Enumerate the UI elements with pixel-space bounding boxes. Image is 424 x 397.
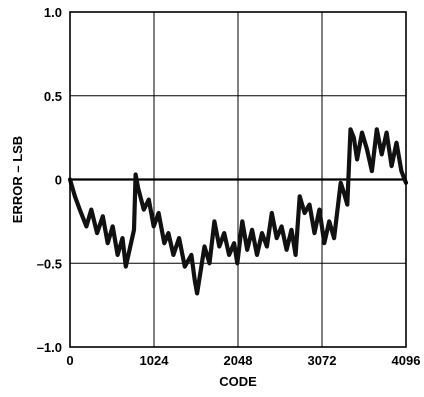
y-tick-labels: –1.0 –0.5 0 0.5 1.0 (37, 5, 62, 355)
plot-frame (69, 11, 407, 348)
x-tick-label: 2048 (224, 353, 253, 368)
y-axis-label: ERROR – LSB (10, 136, 25, 223)
x-axis-label: CODE (219, 374, 257, 389)
y-tick-label: 1.0 (44, 5, 62, 20)
x-tick-label: 4096 (392, 353, 421, 368)
x-tick-label: 1024 (140, 353, 170, 368)
y-tick-label: 0.5 (44, 89, 62, 104)
y-tick-label: –1.0 (37, 340, 62, 355)
x-tick-label: 3072 (308, 353, 337, 368)
y-tick-label: –0.5 (37, 256, 62, 271)
x-tick-labels: 0 1024 2048 3072 4096 (66, 353, 420, 368)
x-tick-label: 0 (66, 353, 73, 368)
error-trace (67, 127, 409, 296)
y-tick-label: 0 (55, 173, 62, 188)
